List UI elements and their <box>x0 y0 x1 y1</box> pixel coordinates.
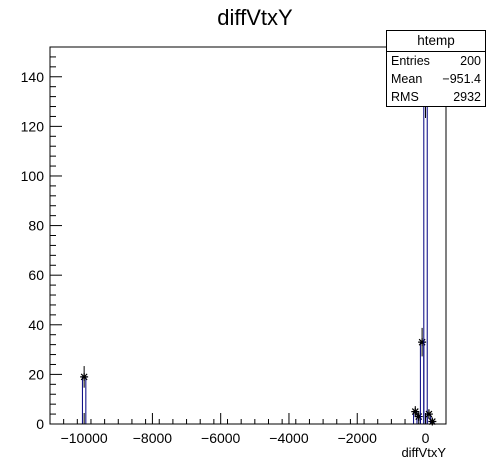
stats-value: −951.4 <box>442 72 481 86</box>
y-tick-label: 80 <box>28 218 44 234</box>
histogram-layer <box>80 60 437 426</box>
stats-row-mean: Mean −951.4 <box>387 70 485 88</box>
data-point-marker <box>418 338 427 347</box>
stats-row-rms: RMS 2932 <box>387 88 485 106</box>
chart-title: diffVtxY <box>217 5 293 30</box>
stats-value: 200 <box>460 54 481 68</box>
x-axis: −10000 −8000 −6000 −4000 −2000 0 <box>49 413 447 446</box>
y-tick-label: 0 <box>36 416 44 432</box>
data-point-marker <box>80 372 89 381</box>
data-point-marker <box>411 407 420 416</box>
histogram-bar <box>423 88 428 424</box>
y-tick-label: 40 <box>28 317 44 333</box>
y-tick-label: 20 <box>28 366 44 382</box>
data-point-marker <box>424 410 433 419</box>
y-tick-label: 100 <box>21 168 45 184</box>
y-axis: 0 20 40 60 80 100 120 140 <box>21 46 62 432</box>
stats-value: 2932 <box>453 90 481 104</box>
stats-label: Entries <box>391 54 430 68</box>
x-axis-title: diffVtxY <box>401 445 446 460</box>
x-tick-label: −8000 <box>133 430 173 446</box>
stats-box: htemp Entries 200 Mean −951.4 RMS 2932 <box>386 30 486 107</box>
x-tick-label: −2000 <box>338 430 378 446</box>
x-tick-label: −10000 <box>61 430 108 446</box>
stats-row-entries: Entries 200 <box>387 52 485 70</box>
x-tick-label: 0 <box>422 430 430 446</box>
y-tick-label: 60 <box>28 267 44 283</box>
y-tick-label: 140 <box>21 69 45 85</box>
stats-label: Mean <box>391 72 423 86</box>
data-point-marker <box>414 412 423 421</box>
stats-title: htemp <box>387 31 485 52</box>
x-tick-label: −6000 <box>201 430 241 446</box>
y-tick-label: 120 <box>21 118 45 134</box>
x-tick-label: −4000 <box>269 430 309 446</box>
stats-label: RMS <box>391 90 419 104</box>
